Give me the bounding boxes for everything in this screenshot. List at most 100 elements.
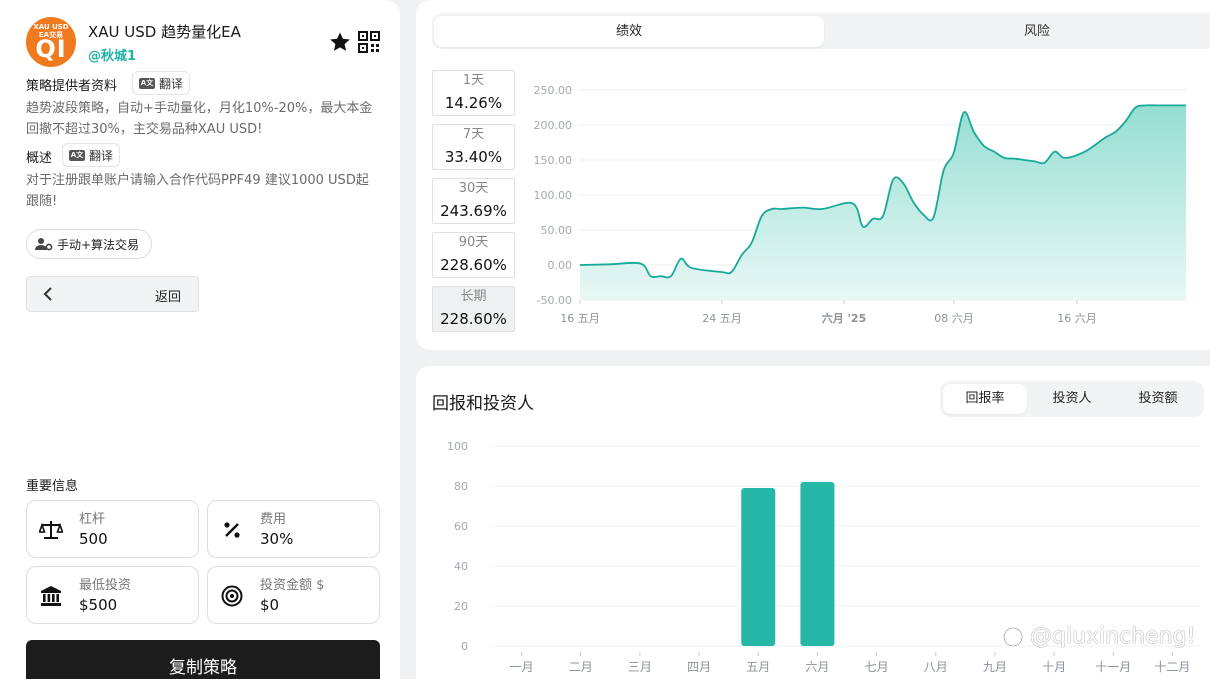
performance-risk-tabs: 绩效 风险: [432, 13, 1210, 49]
period-all-button[interactable]: 长期 228.60%: [432, 286, 515, 332]
monthly-returns-bar-chart: 100 80 60 40 20 0 一月 二月 三月 四月 五月 六月 七月 八月 九月 十月 十一月 十二月: [447, 440, 1200, 674]
x-tick-label: 08 六月: [934, 312, 974, 325]
qr-code-icon[interactable]: [358, 31, 380, 53]
provider-handle[interactable]: @秋城1: [88, 49, 137, 64]
period-label: 长期: [460, 289, 487, 304]
chevron-left-icon: [43, 286, 53, 305]
min-invest-label: 最低投资: [79, 578, 132, 593]
fee-value: 30%: [260, 530, 294, 548]
x-tick-label: 五月: [746, 660, 770, 674]
y-tick-label: 200.00: [534, 119, 573, 132]
invest-amount-card: 投资金额 $ $0: [207, 566, 380, 624]
x-tick-label: 四月: [687, 660, 711, 674]
watermark-logo-icon: [1003, 626, 1024, 647]
tab-return-rate[interactable]: 回报率: [943, 384, 1027, 414]
favorite-star-icon[interactable]: [328, 30, 352, 54]
watermark: @qiuxincheng!: [1002, 624, 1195, 649]
x-tick-label: 一月: [510, 660, 534, 674]
leverage-card: 杠杆 500: [26, 500, 199, 558]
scale-icon: [39, 521, 63, 539]
provider-profile-label: 策略提供者资料: [26, 79, 118, 94]
x-tick-label: 16 六月: [1057, 312, 1097, 325]
period-label: 90天: [458, 235, 489, 250]
bar-6: [800, 482, 835, 646]
leverage-label: 杠杆: [79, 512, 106, 527]
y-tick-label: 20: [454, 600, 468, 613]
leverage-value: 500: [79, 530, 108, 548]
tab-investors[interactable]: 投资人: [1052, 391, 1092, 406]
y-tick-label: 250.00: [534, 84, 573, 97]
y-tick-label: 80: [454, 480, 468, 493]
tab-investment[interactable]: 投资额: [1138, 391, 1178, 406]
x-tick-label: 十一月: [1095, 660, 1131, 674]
period-7d-button[interactable]: 7天 33.40%: [432, 124, 515, 170]
percent-icon: [224, 522, 240, 538]
translate-provider-button[interactable]: A文 翻译: [132, 71, 191, 95]
y-tick-label: 0: [461, 640, 468, 653]
x-tick-label: 16 五月: [560, 312, 600, 325]
watermark-text: @qiuxincheng!: [1030, 624, 1196, 649]
strategy-sidebar: XAU USD EA交易 QI XAU USD 趋势量化EA @秋城1 策略提供…: [0, 0, 400, 679]
y-tick-label: 150.00: [534, 154, 573, 167]
avatar: XAU USD EA交易 QI: [26, 17, 76, 67]
translate-label: 翻译: [159, 76, 184, 91]
bank-icon: [41, 586, 61, 606]
min-invest-value: $500: [79, 596, 118, 614]
x-tick-label: 24 五月: [702, 312, 742, 325]
period-label: 30天: [458, 181, 489, 196]
x-tick-label: 十二月: [1154, 660, 1190, 674]
returns-tabs: 回报率 投资人 投资额: [940, 381, 1204, 417]
y-tick-label: 0.00: [548, 259, 573, 272]
period-value: 14.26%: [444, 94, 503, 112]
y-tick-label: 50.00: [541, 224, 573, 237]
translate-icon: A文: [69, 149, 85, 161]
x-tick-label: 六月: [805, 660, 829, 674]
x-tick-label: 九月: [983, 660, 1007, 674]
y-tick-label: 60: [454, 520, 468, 533]
x-tick-label: 六月 '25: [822, 311, 867, 325]
fee-label: 费用: [260, 512, 287, 527]
provider-description: 趋势波段策略，自动+手动量化，月化10%-20%，最大本金回撤不超过30%，主交…: [26, 101, 373, 137]
period-value: 33.40%: [444, 148, 503, 166]
trading-type-label: 手动+算法交易: [57, 237, 140, 252]
invest-amount-label: 投资金额 $: [260, 578, 325, 593]
x-tick-label: 三月: [628, 660, 652, 674]
period-value: 228.60%: [440, 256, 507, 274]
returns-title: 回报和投资人: [432, 394, 534, 414]
period-label: 1天: [462, 73, 485, 88]
back-label: 返回: [155, 290, 182, 305]
period-1d-button[interactable]: 1天 14.26%: [432, 70, 515, 116]
target-icon: [221, 585, 243, 607]
bar-5: [741, 488, 776, 646]
invest-amount-value: $0: [260, 596, 280, 614]
important-info-heading: 重要信息: [26, 479, 79, 494]
back-button[interactable]: 返回: [26, 276, 199, 312]
y-tick-label: 40: [454, 560, 468, 573]
period-90d-button[interactable]: 90天 228.60%: [432, 232, 515, 278]
performance-area-chart: 250.00 200.00 150.00 100.00 50.00 0.00 -50.00 1…: [534, 84, 1186, 325]
x-tick-label: 八月: [924, 660, 948, 674]
strategy-title: XAU USD 趋势量化EA: [88, 23, 241, 41]
x-tick-label: 十月: [1042, 660, 1066, 674]
tab-risk[interactable]: 风险: [1023, 24, 1050, 39]
series-line: [579, 104, 1186, 279]
avatar-initials: QI: [35, 35, 67, 63]
period-label: 7天: [462, 127, 485, 142]
x-tick-label: 二月: [569, 660, 593, 674]
returns-panel: 回报和投资人 回报率 投资人 投资额 100 80 60 40 20 0 一月 二月 三月 四月 五…: [416, 366, 1210, 679]
y-tick-label: 100.00: [534, 189, 573, 202]
tab-performance[interactable]: 绩效: [434, 16, 824, 47]
period-30d-button[interactable]: 30天 243.69%: [432, 178, 515, 224]
y-tick-label: -50.00: [537, 294, 572, 307]
fee-card: 费用 30%: [207, 500, 380, 558]
performance-panel: 绩效 风险 1天 14.26% 7天 33.40% 30天 243.69% 90…: [416, 0, 1210, 350]
avatar-sub-text: EA交易: [38, 31, 64, 39]
overview-label: 概述: [26, 151, 53, 166]
min-invest-card: 最低投资 $500: [26, 566, 199, 624]
translate-overview-button[interactable]: A文 翻译: [62, 143, 121, 167]
avatar-top-text: XAU USD: [33, 23, 69, 31]
trading-type-tag: 手动+算法交易: [26, 229, 153, 259]
overview-description: 对于注册跟单账户请输入合作代码PPF49 建议1000 USD起跟随!: [26, 173, 369, 209]
copy-strategy-button[interactable]: 复制策略: [26, 640, 380, 679]
y-tick-label: 100: [447, 440, 468, 453]
